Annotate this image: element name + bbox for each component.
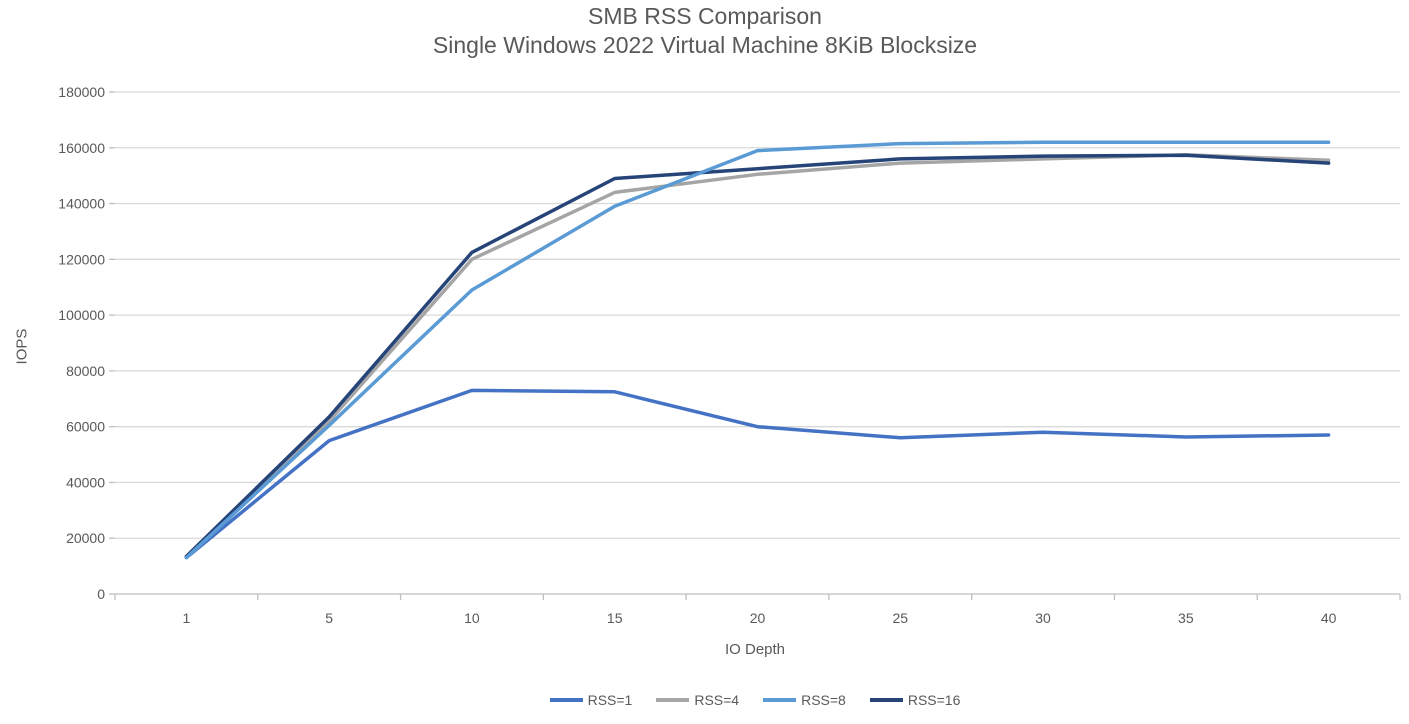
chart-title: SMB RSS Comparison <box>588 3 822 29</box>
y-axis-title: IOPS <box>13 328 31 365</box>
y-tick-label: 80000 <box>66 363 105 379</box>
x-axis-title: IO Depth <box>724 641 786 658</box>
x-tick-label: 1 <box>182 610 190 626</box>
x-tick-label: 5 <box>325 610 333 626</box>
y-tick-label: 60000 <box>66 419 105 435</box>
x-tick-label: 25 <box>892 610 908 626</box>
legend-label: RSS=1 <box>587 692 633 708</box>
legend-item-rss-16: RSS=16 <box>869 692 961 708</box>
y-tick-label: 20000 <box>66 530 105 546</box>
series-line-rss-1 <box>184 388 1331 560</box>
series-line-rss-8 <box>184 140 1331 560</box>
y-tick-label: 140000 <box>58 196 105 212</box>
legend: RSS=1 RSS=4 RSS=8 RSS=16 <box>110 692 1400 708</box>
x-tick-label: 35 <box>1178 610 1194 626</box>
y-tick-label: 100000 <box>58 307 105 323</box>
legend-line-swatch <box>763 698 797 702</box>
y-tick-label: 40000 <box>66 474 105 490</box>
series-line-rss-16 <box>184 153 1331 559</box>
legend-item-rss-8: RSS=8 <box>763 692 846 708</box>
legend-item-rss-1: RSS=1 <box>549 692 633 708</box>
legend-item-rss-4: RSS=4 <box>656 692 739 708</box>
y-tick-label: 120000 <box>58 251 105 267</box>
x-tick-label: 15 <box>607 610 623 626</box>
y-tick-label: 180000 <box>58 84 105 100</box>
legend-label: RSS=8 <box>801 692 846 708</box>
legend-label: RSS=4 <box>694 692 740 708</box>
legend-line-swatch <box>656 698 690 702</box>
chart-title-block: SMB RSS Comparison Single Windows 2022 V… <box>100 2 1310 60</box>
legend-line-swatch <box>549 698 583 702</box>
chart-subtitle: Single Windows 2022 Virtual Machine 8KiB… <box>432 32 978 58</box>
y-tick-label: 0 <box>97 586 105 602</box>
x-tick-label: 30 <box>1035 610 1051 626</box>
y-tick-label: 160000 <box>58 140 105 156</box>
series-line-rss-4 <box>184 153 1331 559</box>
x-tick-label: 20 <box>750 610 766 626</box>
x-tick-label: 10 <box>464 610 480 626</box>
legend-label: RSS=16 <box>907 692 961 708</box>
x-tick-label: 40 <box>1321 610 1337 626</box>
legend-line-swatch <box>869 698 903 702</box>
